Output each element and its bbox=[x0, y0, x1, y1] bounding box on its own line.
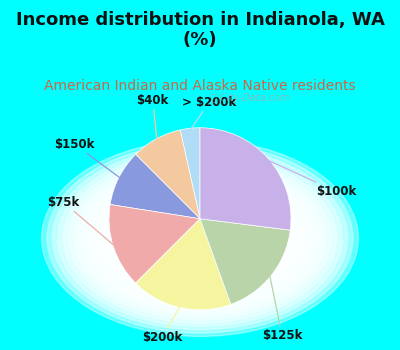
Circle shape bbox=[80, 164, 320, 313]
Circle shape bbox=[129, 194, 271, 282]
Circle shape bbox=[145, 204, 255, 272]
Circle shape bbox=[151, 208, 249, 269]
Text: ⓘ City-Data.com: ⓘ City-Data.com bbox=[210, 93, 289, 103]
Circle shape bbox=[52, 147, 348, 330]
Text: American Indian and Alaska Native residents: American Indian and Alaska Native reside… bbox=[44, 79, 356, 93]
Text: $200k: $200k bbox=[142, 306, 182, 344]
Wedge shape bbox=[180, 128, 200, 219]
Circle shape bbox=[173, 221, 227, 255]
Circle shape bbox=[42, 140, 358, 336]
Wedge shape bbox=[136, 219, 231, 310]
Circle shape bbox=[58, 150, 342, 326]
Circle shape bbox=[156, 211, 244, 265]
Circle shape bbox=[47, 144, 353, 333]
Circle shape bbox=[113, 184, 287, 293]
Wedge shape bbox=[109, 204, 200, 283]
Text: $75k: $75k bbox=[47, 196, 115, 246]
Text: $100k: $100k bbox=[267, 160, 357, 198]
Wedge shape bbox=[110, 154, 200, 219]
Circle shape bbox=[85, 167, 315, 309]
Wedge shape bbox=[200, 219, 290, 304]
Circle shape bbox=[178, 225, 222, 252]
Circle shape bbox=[102, 177, 298, 299]
Text: $150k: $150k bbox=[54, 138, 120, 178]
Circle shape bbox=[134, 198, 266, 279]
Wedge shape bbox=[200, 128, 291, 230]
Text: Income distribution in Indianola, WA
(%): Income distribution in Indianola, WA (%) bbox=[16, 10, 384, 49]
Circle shape bbox=[167, 218, 233, 259]
Wedge shape bbox=[136, 130, 200, 219]
Circle shape bbox=[162, 215, 238, 262]
Circle shape bbox=[69, 157, 331, 320]
Circle shape bbox=[64, 154, 336, 323]
Circle shape bbox=[107, 181, 293, 296]
Text: $125k: $125k bbox=[262, 274, 302, 342]
Circle shape bbox=[91, 170, 309, 306]
Circle shape bbox=[140, 201, 260, 275]
Text: > $200k: > $200k bbox=[182, 96, 236, 130]
Circle shape bbox=[74, 160, 326, 316]
Circle shape bbox=[118, 188, 282, 289]
Circle shape bbox=[96, 174, 304, 303]
Circle shape bbox=[124, 191, 276, 286]
Text: $40k: $40k bbox=[136, 94, 169, 141]
